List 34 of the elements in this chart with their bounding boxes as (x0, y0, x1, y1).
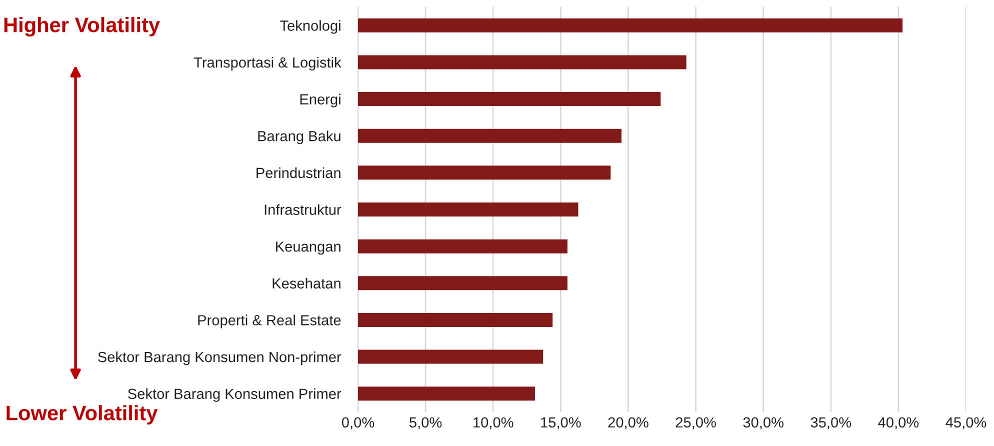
bar (358, 350, 544, 364)
y-tick-label: Transportasi & Logistik (194, 56, 342, 71)
text: Lower Volatility (6, 405, 158, 424)
x-tick-label: 15,0% (541, 417, 581, 430)
x-tick-label: 10,0% (474, 417, 514, 430)
y-tick-label: Properti & Real Estate (198, 314, 341, 328)
x-tick-label: 20,0% (608, 417, 648, 430)
text: Higher Volatility (4, 17, 160, 37)
bar (358, 128, 622, 143)
bar (358, 239, 568, 254)
bar (358, 92, 661, 106)
y-tick-label: Sektor Barang Konsumen Primer (128, 388, 342, 402)
y-tick-label: Perindustrian (256, 167, 340, 178)
bar (358, 276, 568, 290)
x-tick-label: 5,0% (410, 417, 442, 430)
x-tick-label: 40,0% (878, 417, 919, 430)
y-tick-label: Barang Baku (258, 130, 340, 144)
x-tick-label: 0,0% (342, 417, 374, 430)
x-tick-label: 45,0% (946, 417, 986, 430)
bar (358, 312, 553, 327)
bar (358, 55, 686, 70)
y-tick-label: Energi (300, 94, 340, 108)
y-tick-label: Teknologi (280, 20, 340, 34)
bar (358, 386, 535, 401)
y-tick-label: Kesehatan (272, 278, 340, 289)
y-tick-label: Keuangan (276, 242, 340, 255)
bar (358, 202, 578, 216)
y-tick-label: Sektor Barang Konsumen Non-primer (98, 351, 342, 366)
bar (358, 166, 611, 180)
x-tick-label: 30,0% (743, 417, 784, 430)
y-tick-label: Infrastruktur (264, 204, 342, 215)
bar (358, 18, 902, 32)
x-tick-label: 25,0% (676, 417, 716, 430)
x-tick-label: 35,0% (810, 417, 852, 430)
